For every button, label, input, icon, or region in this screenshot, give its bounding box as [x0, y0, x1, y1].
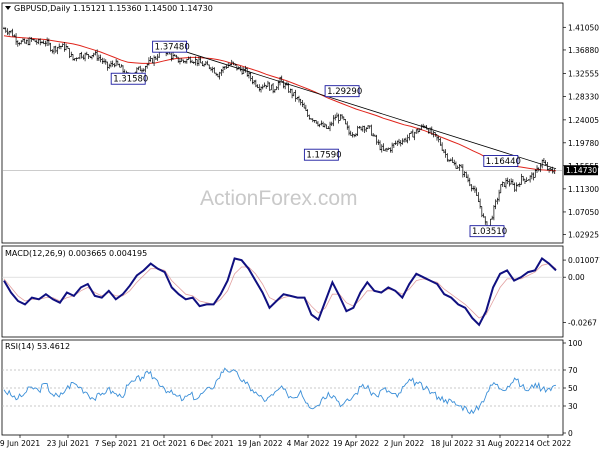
price-annotation: 1.17590	[303, 148, 342, 161]
date-tick-label: 19 Apr 2022	[333, 439, 380, 448]
price-annotation-label: 1.37480	[155, 43, 190, 53]
rsi-header: RSI(14) 53.4612	[5, 342, 70, 351]
macd-signal-path	[3, 263, 557, 319]
rsi-path	[3, 367, 557, 415]
date-axis: 9 Jun 2021 23 Jul 2021 7 Sep 2021 21 Oct 20…	[0, 435, 571, 448]
date-tick-label: 18 Jul 2022	[431, 439, 474, 448]
trendline-line	[169, 46, 557, 170]
rsi-line	[3, 367, 557, 415]
date-tick-label: 2 Jun 2022	[384, 439, 425, 448]
watermark: ActionForex.com	[200, 187, 358, 210]
rsi-y-tick-label: 30	[568, 402, 578, 411]
price-annotation: 1.16440	[483, 155, 521, 167]
price-y-tick-label: 1.32555	[568, 69, 599, 78]
price-y-tick-label: 1.41050	[568, 23, 599, 32]
date-tick-label: 31 Aug 2022	[476, 439, 524, 448]
price-bar	[553, 168, 556, 174]
price-annotation-box	[324, 85, 360, 98]
macd-line	[3, 257, 557, 327]
date-tick-label: 9 Jun 2021	[0, 439, 40, 448]
date-tick-label: 4 Mar 2022	[287, 439, 330, 448]
price-y-tick-label: 1.11300	[568, 185, 599, 194]
price-panel: ActionForex.com 1.41050 1.36880 1.32555 1.2…	[1, 2, 599, 244]
price-y-tick-label: 1.07050	[568, 208, 599, 217]
date-tick-label: 14 Oct 2022	[525, 439, 572, 448]
price-annotation-label: 1.17590	[306, 151, 341, 161]
macd-path	[3, 257, 557, 327]
price-annotation-box	[483, 155, 519, 167]
date-tick-label: 21 Oct 2021	[141, 439, 188, 448]
price-y-tick-label: 1.24005	[568, 116, 599, 125]
rsi-panel: 100 70 50 30 0 RSI(14) 53.4612	[1, 339, 583, 438]
macd-signal-line	[3, 263, 557, 319]
price-y-tick-label: 1.28330	[568, 92, 599, 101]
price-header: GBPUSD,Daily 1.15121 1.15360 1.14500 1.1…	[14, 4, 213, 13]
current-price-label: 1.14730	[566, 166, 597, 175]
rsi-y-axis: 100 70 50 30 0	[563, 339, 583, 438]
price-annotation: 1.29290	[324, 85, 362, 98]
price-bars	[3, 26, 556, 236]
price-annotation: 1.31580	[110, 72, 148, 85]
rsi-y-tick-label: 70	[568, 366, 578, 375]
macd-header: MACD(12,26,9) 0.003665 0.004195	[5, 249, 147, 258]
price-annotation: 1.03510	[469, 225, 507, 238]
macd-y-tick-label: 0.010071	[568, 256, 600, 265]
price-annotation-box	[110, 72, 146, 85]
date-tick-label: 23 Jul 2021	[47, 439, 90, 448]
price-annotation-label: 1.29290	[327, 87, 362, 97]
price-annotation-box	[469, 225, 505, 238]
price-y-tick-label: 1.02925	[568, 230, 599, 239]
rsi-y-tick-label: 100	[568, 339, 583, 348]
date-tick-label: 19 Jan 2022	[238, 439, 283, 448]
panel-dropdown-icon[interactable]	[5, 6, 11, 10]
macd-y-axis: 0.010071 0.00 -0.0267	[563, 256, 600, 328]
price-annotation: 1.37480	[152, 40, 190, 53]
rsi-y-tick-label: 0	[568, 429, 573, 438]
rsi-y-tick-label: 50	[568, 384, 578, 393]
trendline	[169, 46, 557, 170]
macd-panel: 0.010071 0.00 -0.0267 MACD(12,26,9) 0.0036…	[1, 245, 600, 338]
macd-y-tick-label: 0.00	[568, 273, 585, 282]
price-annotation-box	[152, 40, 188, 53]
price-annotation-label: 1.16440	[486, 157, 521, 167]
price-y-tick-label: 1.19780	[568, 139, 599, 148]
current-price-marker: 1.14730	[564, 165, 598, 176]
price-annotation-label: 1.31580	[113, 75, 148, 85]
price-annotations: 1.37480 1.31580 1.29290 1.17590 1.16440 1.035…	[110, 40, 521, 238]
price-annotation-box	[303, 148, 339, 161]
macd-y-tick-label: -0.0267	[568, 319, 597, 328]
date-tick-label: 6 Dec 2021	[190, 439, 233, 448]
price-annotation-label: 1.03510	[472, 227, 507, 237]
price-y-tick-label: 1.36880	[568, 46, 599, 55]
date-tick-label: 7 Sep 2021	[95, 439, 138, 448]
